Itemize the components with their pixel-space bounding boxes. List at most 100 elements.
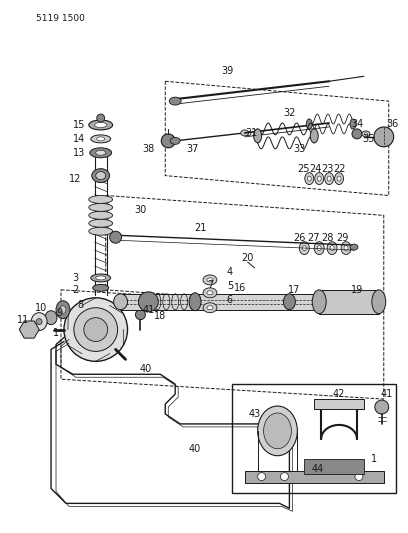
- Text: 31: 31: [246, 128, 258, 138]
- Bar: [304, 459, 364, 474]
- Circle shape: [161, 134, 175, 148]
- Bar: [319, 290, 379, 314]
- Ellipse shape: [317, 176, 321, 181]
- Text: 30: 30: [134, 205, 146, 215]
- Ellipse shape: [312, 290, 326, 314]
- Ellipse shape: [96, 172, 106, 180]
- Text: 41: 41: [142, 305, 155, 314]
- Text: 29: 29: [336, 233, 348, 243]
- Ellipse shape: [362, 131, 370, 137]
- Bar: [314, 399, 364, 409]
- Ellipse shape: [327, 176, 331, 181]
- Ellipse shape: [317, 246, 321, 251]
- Text: 7: 7: [207, 280, 213, 290]
- Ellipse shape: [302, 246, 306, 251]
- Ellipse shape: [170, 138, 180, 144]
- Circle shape: [110, 231, 122, 243]
- Ellipse shape: [207, 306, 213, 310]
- Ellipse shape: [315, 173, 324, 184]
- Ellipse shape: [325, 173, 334, 184]
- Ellipse shape: [310, 129, 318, 143]
- Text: 10: 10: [35, 303, 47, 313]
- Ellipse shape: [93, 285, 109, 292]
- Ellipse shape: [350, 244, 358, 250]
- Text: 18: 18: [154, 311, 166, 321]
- Text: 25: 25: [297, 164, 310, 174]
- Ellipse shape: [96, 276, 106, 280]
- Ellipse shape: [89, 227, 113, 235]
- Ellipse shape: [207, 278, 213, 282]
- Text: 6: 6: [227, 295, 233, 305]
- Text: 5: 5: [227, 281, 233, 291]
- Ellipse shape: [189, 293, 201, 311]
- Circle shape: [74, 308, 118, 351]
- Ellipse shape: [306, 119, 312, 129]
- Text: 40: 40: [139, 364, 151, 374]
- Ellipse shape: [350, 119, 356, 129]
- Circle shape: [64, 298, 128, 361]
- Ellipse shape: [372, 290, 386, 314]
- Text: 43: 43: [248, 409, 261, 419]
- Circle shape: [97, 114, 105, 122]
- Text: 22: 22: [333, 164, 345, 174]
- Text: 16: 16: [234, 283, 246, 293]
- Ellipse shape: [95, 123, 106, 127]
- Circle shape: [375, 400, 389, 414]
- Circle shape: [374, 127, 394, 147]
- Text: 21: 21: [194, 223, 206, 233]
- Text: 33: 33: [293, 144, 306, 154]
- Text: 19: 19: [351, 285, 363, 295]
- Ellipse shape: [341, 241, 351, 255]
- Ellipse shape: [60, 306, 66, 314]
- Circle shape: [135, 310, 145, 320]
- Text: 27: 27: [307, 233, 319, 243]
- Ellipse shape: [45, 311, 57, 325]
- Ellipse shape: [89, 196, 113, 204]
- Circle shape: [84, 318, 108, 342]
- Text: 32: 32: [283, 108, 296, 118]
- Ellipse shape: [335, 173, 344, 184]
- Ellipse shape: [97, 137, 105, 141]
- Text: 17: 17: [288, 285, 301, 295]
- Text: 4: 4: [227, 267, 233, 277]
- Text: 1: 1: [53, 328, 59, 337]
- Text: 23: 23: [321, 164, 333, 174]
- Text: 2: 2: [72, 285, 78, 295]
- Ellipse shape: [254, 129, 262, 143]
- Ellipse shape: [91, 135, 111, 143]
- Ellipse shape: [56, 301, 70, 319]
- Text: 15: 15: [73, 120, 85, 130]
- Text: 35: 35: [363, 134, 375, 144]
- Ellipse shape: [207, 291, 213, 295]
- Polygon shape: [19, 321, 39, 338]
- Circle shape: [280, 473, 288, 481]
- Ellipse shape: [305, 173, 314, 184]
- Ellipse shape: [169, 97, 181, 105]
- Text: 8: 8: [78, 300, 84, 310]
- Ellipse shape: [307, 176, 311, 181]
- Text: 42: 42: [333, 389, 345, 399]
- Text: 20: 20: [242, 253, 254, 263]
- Text: 1: 1: [371, 454, 377, 464]
- Text: 13: 13: [73, 148, 85, 158]
- Ellipse shape: [299, 241, 309, 255]
- Circle shape: [352, 129, 362, 139]
- Text: 12: 12: [69, 174, 81, 183]
- Text: 44: 44: [311, 464, 324, 474]
- Ellipse shape: [203, 275, 217, 285]
- Ellipse shape: [327, 241, 337, 255]
- Ellipse shape: [264, 413, 291, 449]
- Text: 9: 9: [56, 308, 62, 318]
- Text: 5119 1500: 5119 1500: [36, 14, 85, 23]
- Ellipse shape: [330, 246, 334, 251]
- Ellipse shape: [203, 303, 217, 313]
- Text: 34: 34: [351, 119, 363, 129]
- Ellipse shape: [314, 241, 324, 255]
- Ellipse shape: [89, 204, 113, 212]
- Ellipse shape: [364, 133, 367, 135]
- Bar: [121, 294, 354, 310]
- Text: 11: 11: [17, 314, 29, 325]
- Text: 40: 40: [189, 444, 201, 454]
- Ellipse shape: [96, 150, 106, 155]
- Text: 39: 39: [222, 66, 234, 76]
